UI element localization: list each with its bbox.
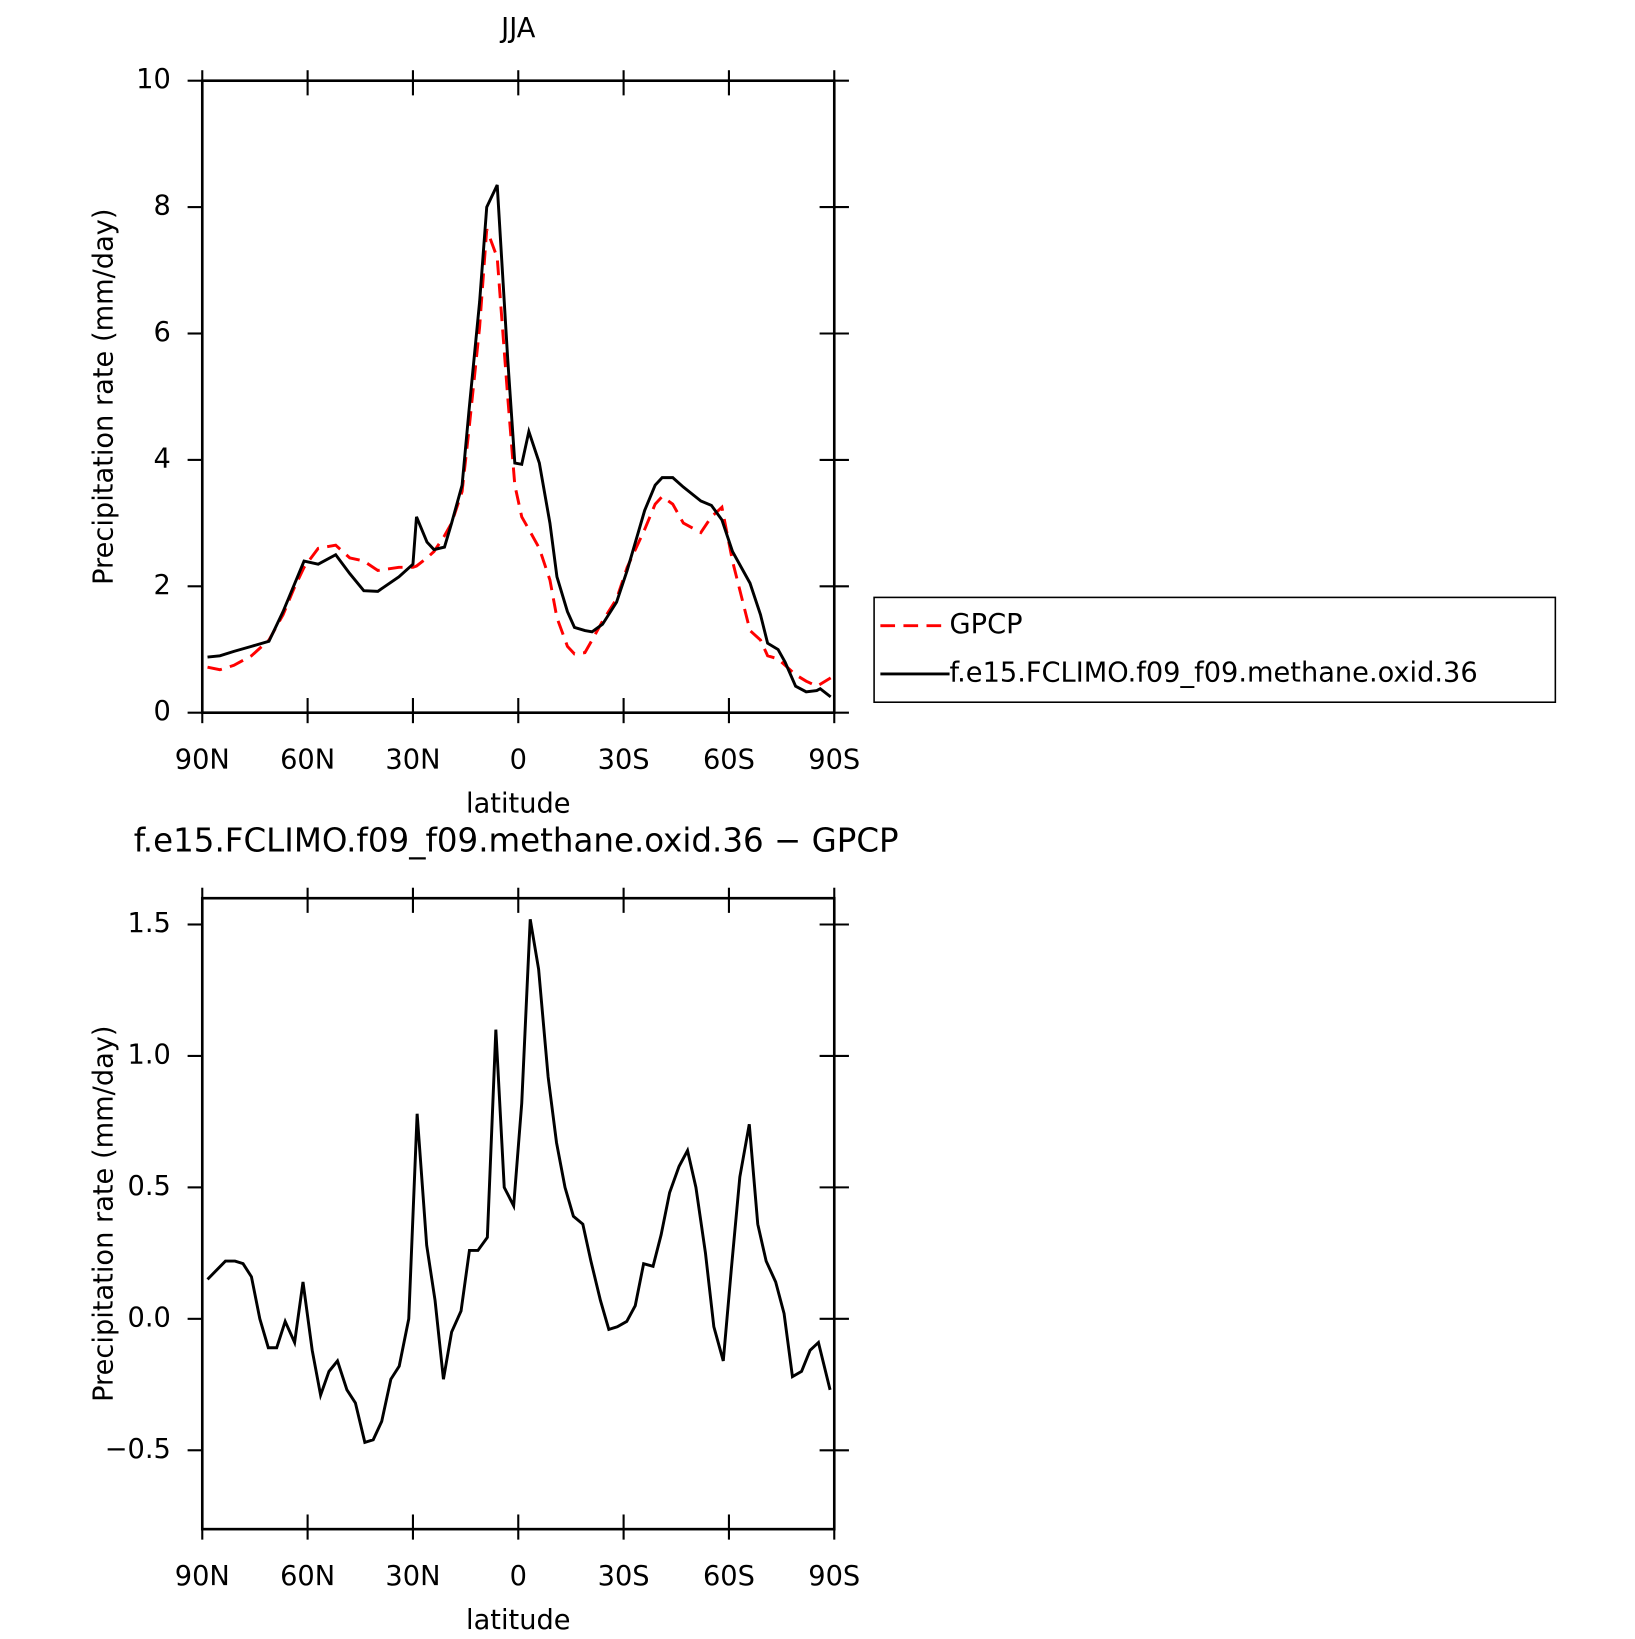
y-tick-label: 1.0 <box>128 1039 171 1070</box>
y-tick-label: 10 <box>136 64 171 95</box>
plot-frame <box>200 79 836 715</box>
y-tick-label: 0.5 <box>128 1171 171 1202</box>
x-tick-label: 30S <box>598 744 650 775</box>
y-tick-label: 2 <box>154 570 171 601</box>
legend-label: f.e15.FCLIMO.f09_f09.methane.oxid.36 <box>950 657 1478 688</box>
chart-title: f.e15.FCLIMO.f09_f09.methane.oxid.36 − G… <box>134 822 899 860</box>
x-tick-label: 60S <box>703 1561 755 1592</box>
y-tick-label: 4 <box>154 443 171 474</box>
data-line <box>206 919 832 1445</box>
chart-title: JJA <box>499 13 536 44</box>
y-tick-label: 0.0 <box>128 1302 171 1333</box>
legend-box <box>873 596 1557 703</box>
x-tick-label: 90S <box>808 1561 860 1592</box>
x-axis-label: latitude <box>466 1605 570 1635</box>
x-tick-label: 60S <box>703 744 755 775</box>
x-tick-label: 30N <box>385 744 440 775</box>
data-line <box>207 228 832 688</box>
x-tick-label: 0 <box>510 1561 527 1592</box>
y-tick-label: −0.5 <box>105 1434 171 1465</box>
y-tick-label: 6 <box>154 317 171 348</box>
y-tick-label: 1.5 <box>128 908 171 939</box>
plot-frame <box>200 896 836 1531</box>
x-tick-label: 60N <box>280 1561 335 1592</box>
y-axis-label: Precipitation rate (mm/day) <box>88 208 119 584</box>
x-tick-label: 90S <box>808 744 860 775</box>
y-tick-label: 0 <box>154 696 171 727</box>
x-tick-label: 30S <box>598 1561 650 1592</box>
legend-label: GPCP <box>950 609 1023 640</box>
data-line <box>207 184 832 699</box>
y-tick-label: 8 <box>154 191 171 222</box>
x-tick-label: 90N <box>175 744 230 775</box>
x-tick-label: 60N <box>280 744 335 775</box>
x-tick-label: 0 <box>510 744 527 775</box>
x-axis-label: latitude <box>466 788 570 819</box>
y-axis-label: Precipitation rate (mm/day) <box>88 1025 119 1401</box>
x-tick-label: 30N <box>385 1561 440 1592</box>
x-tick-label: 90N <box>175 1561 230 1592</box>
